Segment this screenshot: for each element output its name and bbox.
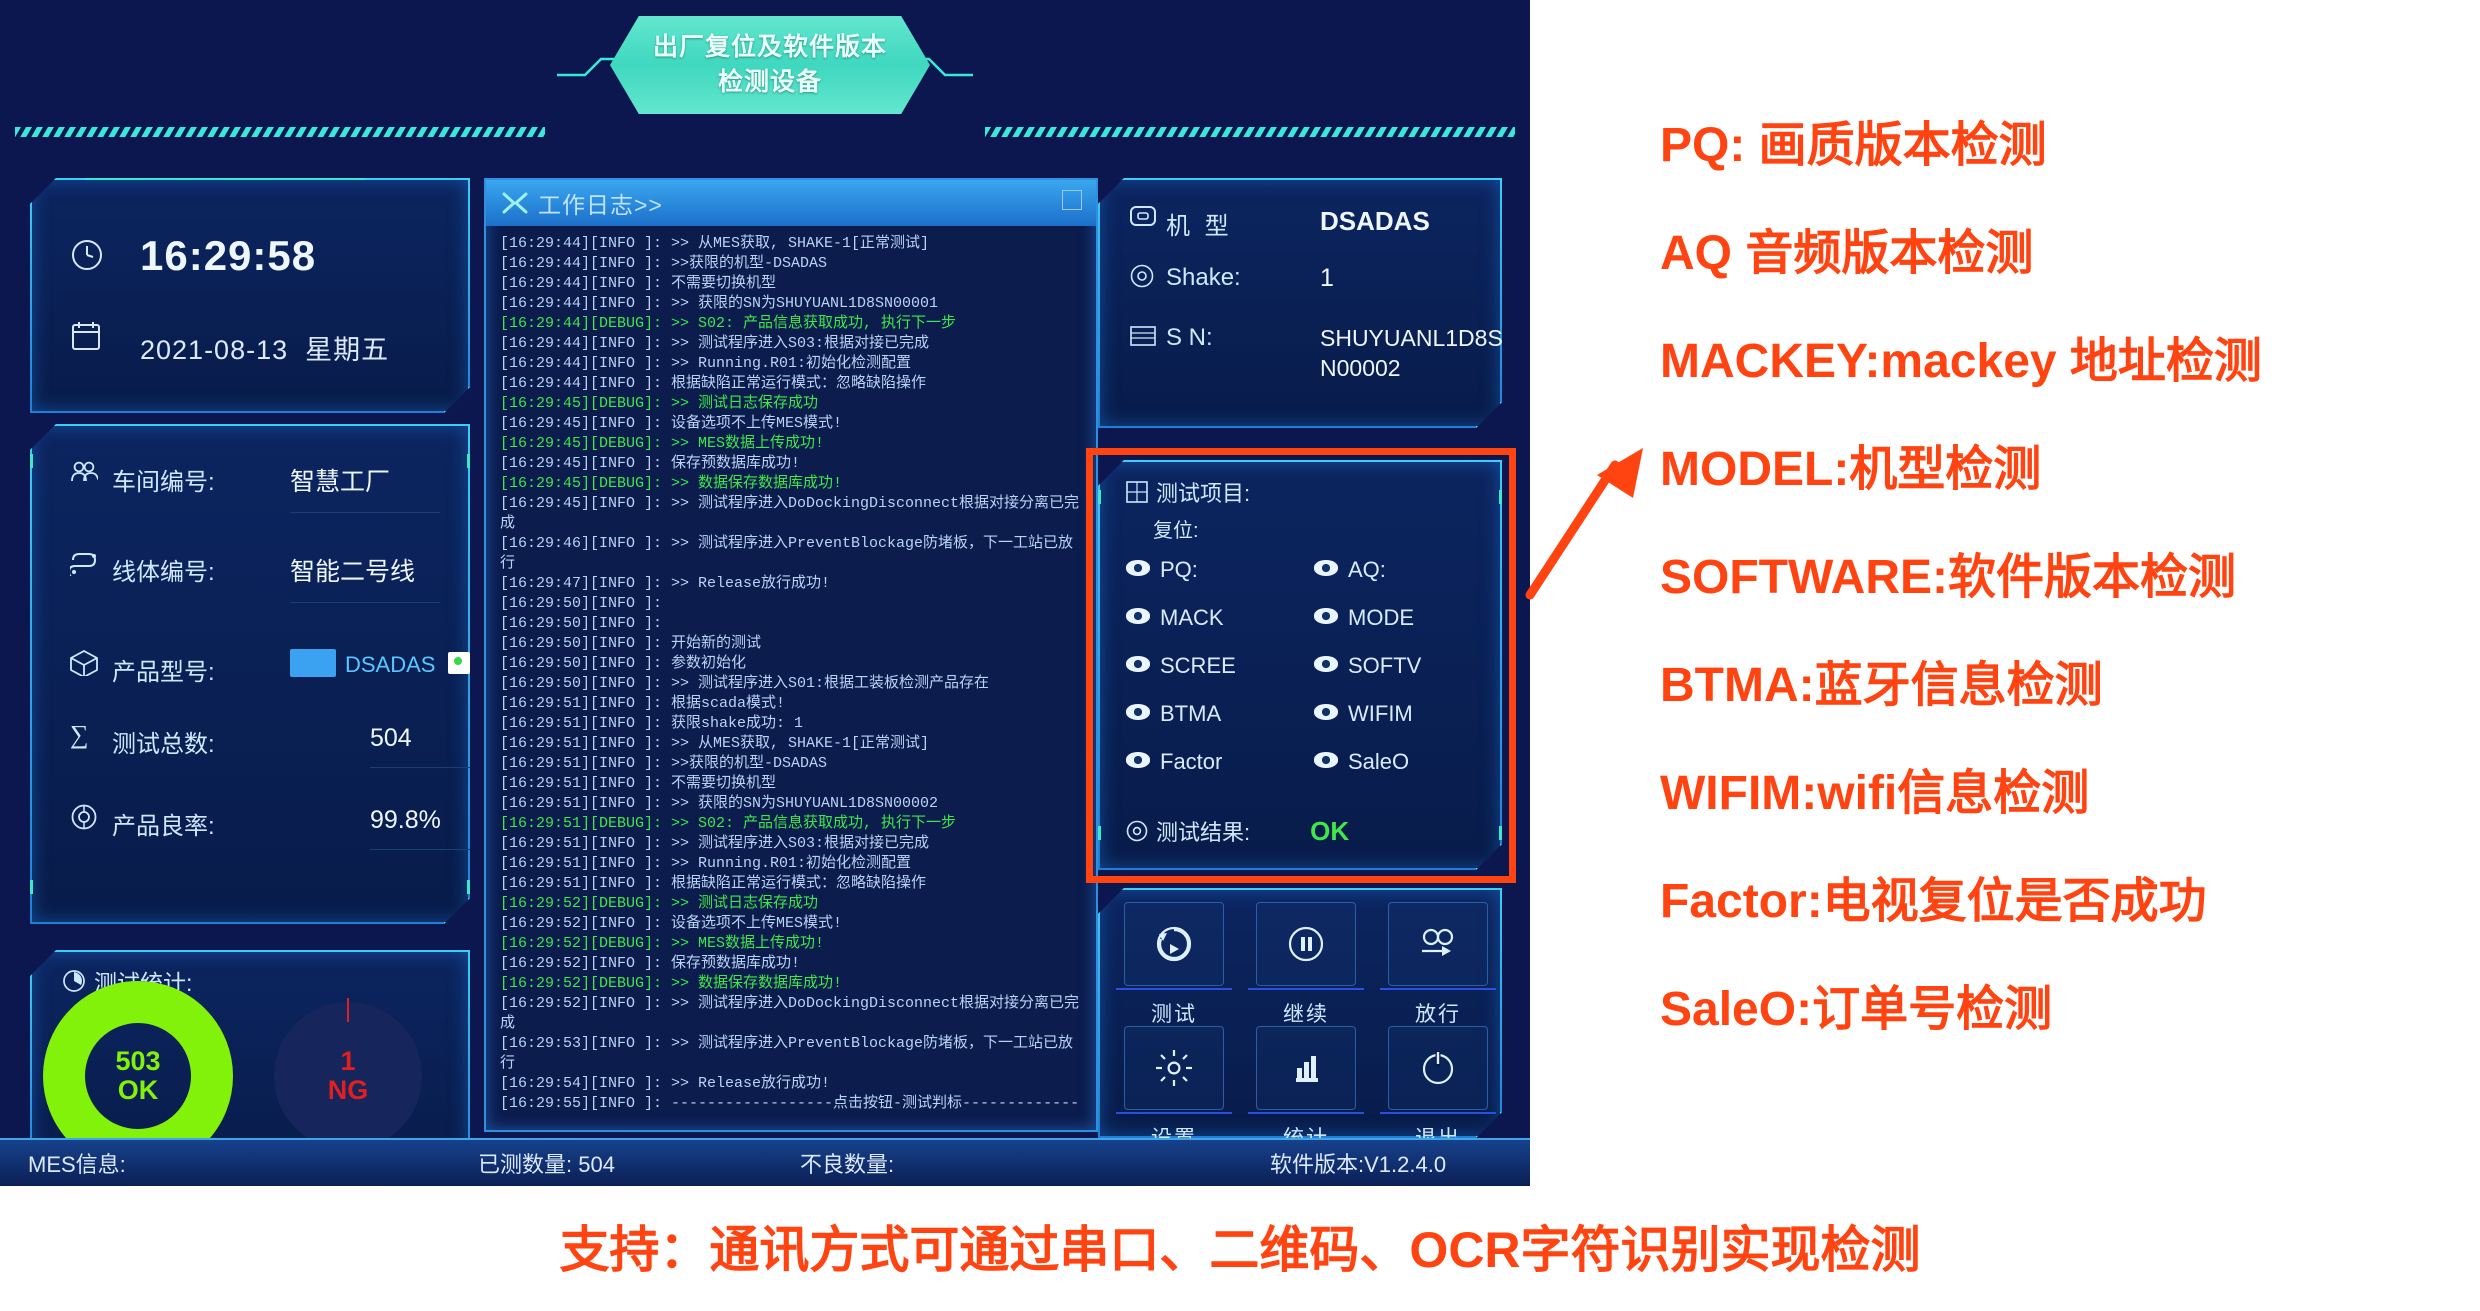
svg-text:1: 1 [340,1046,355,1076]
svg-text:NG: NG [328,1075,369,1105]
svg-text:OK: OK [118,1075,159,1105]
svg-text:503: 503 [115,1046,160,1076]
